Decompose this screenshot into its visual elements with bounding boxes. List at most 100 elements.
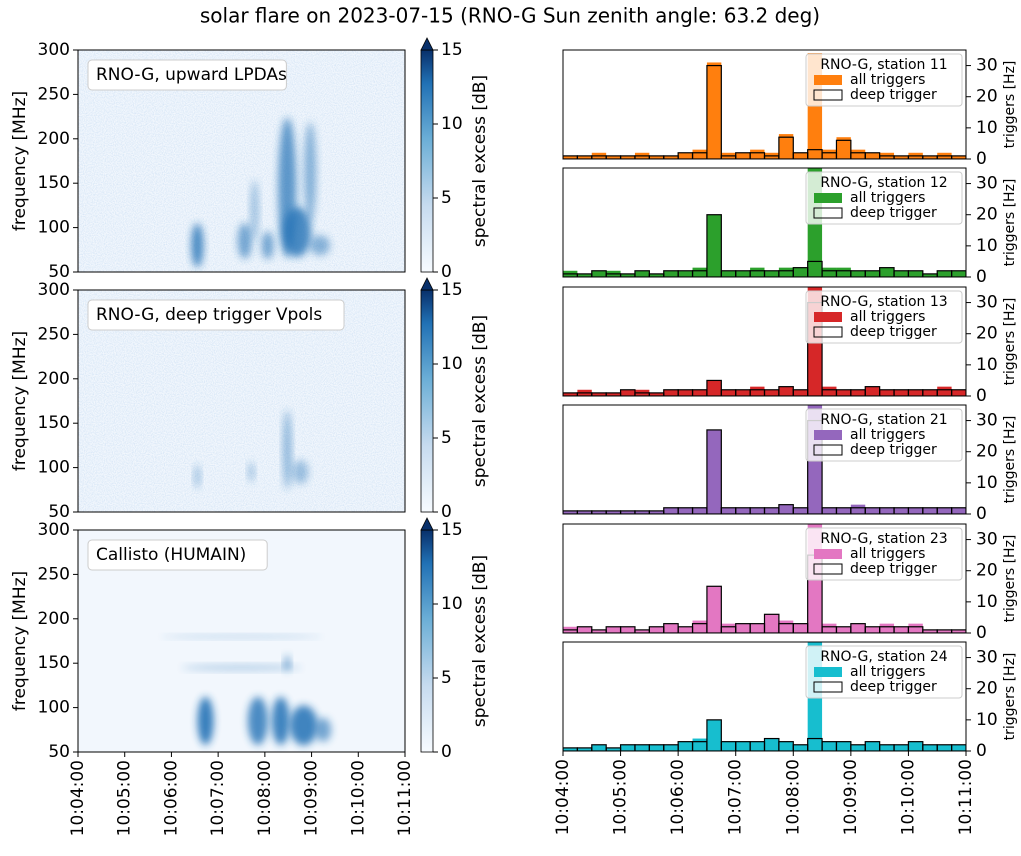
y-tick-label: 20 [976,561,998,581]
y-tick-label: 10 [976,236,998,256]
legend-label: deep trigger [850,442,937,458]
legend-swatch [813,681,843,693]
bar [894,389,909,396]
panel-label: Callisto (HUMAIN) [96,545,246,565]
y-tick-label: 30 [976,648,998,668]
bar [620,389,635,396]
x-tick-label: 10:08:00 [783,759,803,835]
y-tick-label: 200 [38,369,70,389]
bar [649,155,664,159]
bar [706,380,722,396]
label-box [87,59,287,91]
bar [620,155,635,159]
x-tick-label: 10:09:00 [302,760,322,836]
bar [606,510,621,514]
bar [764,507,779,514]
bar [822,267,837,277]
bar [778,386,794,396]
bar [865,507,880,514]
panel-label: RNO-G, deep trigger Vpols [96,305,322,325]
bar [591,510,607,514]
colorbar [420,289,434,513]
colorbar-tick-label: 0 [441,502,452,522]
x-tick-label: 10:04:00 [68,760,88,836]
y-tick-label: 300 [38,40,70,60]
x-tick-label: 10:05:00 [611,759,631,835]
bar [750,623,765,633]
legend-label: all triggers [850,309,925,325]
bar [634,270,650,277]
y-axis-label: frequency [MHz] [10,571,30,711]
y-tick-label: 250 [38,564,70,584]
y-axis-label: triggers [Hz] [1002,179,1018,267]
bar [649,510,664,514]
bar [764,738,779,751]
bar [894,270,909,277]
bar [663,155,679,159]
legend-swatch [813,326,843,338]
y-tick-label: 50 [48,262,70,282]
heatmap-blob [283,409,292,490]
bar [706,586,722,633]
bar [836,626,851,633]
x-tick-label: 10:11:00 [395,760,415,836]
legend-label: deep trigger [850,87,937,103]
x-tick-label: 10:06:00 [668,759,688,835]
y-tick-label: 20 [976,205,998,225]
bar [591,629,607,633]
histogram: 0 10 20 30 triggers [Hz] RNO-G, station 21all… [562,404,1018,524]
bar [663,507,679,514]
y-tick-label: 50 [48,502,70,522]
legend-swatch [813,563,843,575]
colorbar-tick-label: 15 [441,40,463,60]
bar [750,507,765,514]
bar [879,744,895,751]
bar [850,623,866,633]
bar [721,741,736,751]
bar [822,741,837,751]
y-tick-label: 30 [976,174,998,194]
bar [563,392,578,396]
bar [793,623,808,633]
bar [951,270,966,277]
x-tick-label: 10:09:00 [841,759,861,835]
plot-frame [77,289,406,513]
heatmap-blob [261,231,274,260]
bar [634,629,650,633]
bar [764,614,779,633]
bar [577,510,592,514]
plot-frame [562,641,967,752]
bar [822,623,837,633]
bar [634,510,650,514]
bar [591,392,607,396]
bar [850,270,866,277]
y-tick-label: 30 [976,530,998,550]
bar [764,389,779,396]
legend-swatch [813,444,843,456]
legend-label: deep trigger [850,561,937,577]
bar [649,744,664,751]
plot-frame [562,286,967,397]
legend-swatch [814,312,842,322]
bar [649,626,664,633]
histogram: 0 10 20 30 triggers [Hz] RNO-G, station 24all… [562,641,1018,761]
bar [894,155,909,159]
legend-label: deep trigger [850,679,937,695]
bar [620,510,635,514]
bar [663,744,679,751]
legend-label: all triggers [850,190,925,206]
bar [649,392,664,396]
colorbar-label: spectral excess [dB] [470,555,490,727]
bar [836,137,851,159]
bar [865,741,880,751]
step-bar [835,139,852,159]
y-axis-label: triggers [Hz] [1002,535,1018,623]
bar [850,389,866,396]
y-tick-label: 100 [38,698,70,718]
legend-box [805,645,963,699]
y-tick-label: 30 [976,56,998,76]
bar [836,741,851,751]
colorbar-extend [420,37,434,51]
colorbar-tick-label: 10 [441,114,463,134]
